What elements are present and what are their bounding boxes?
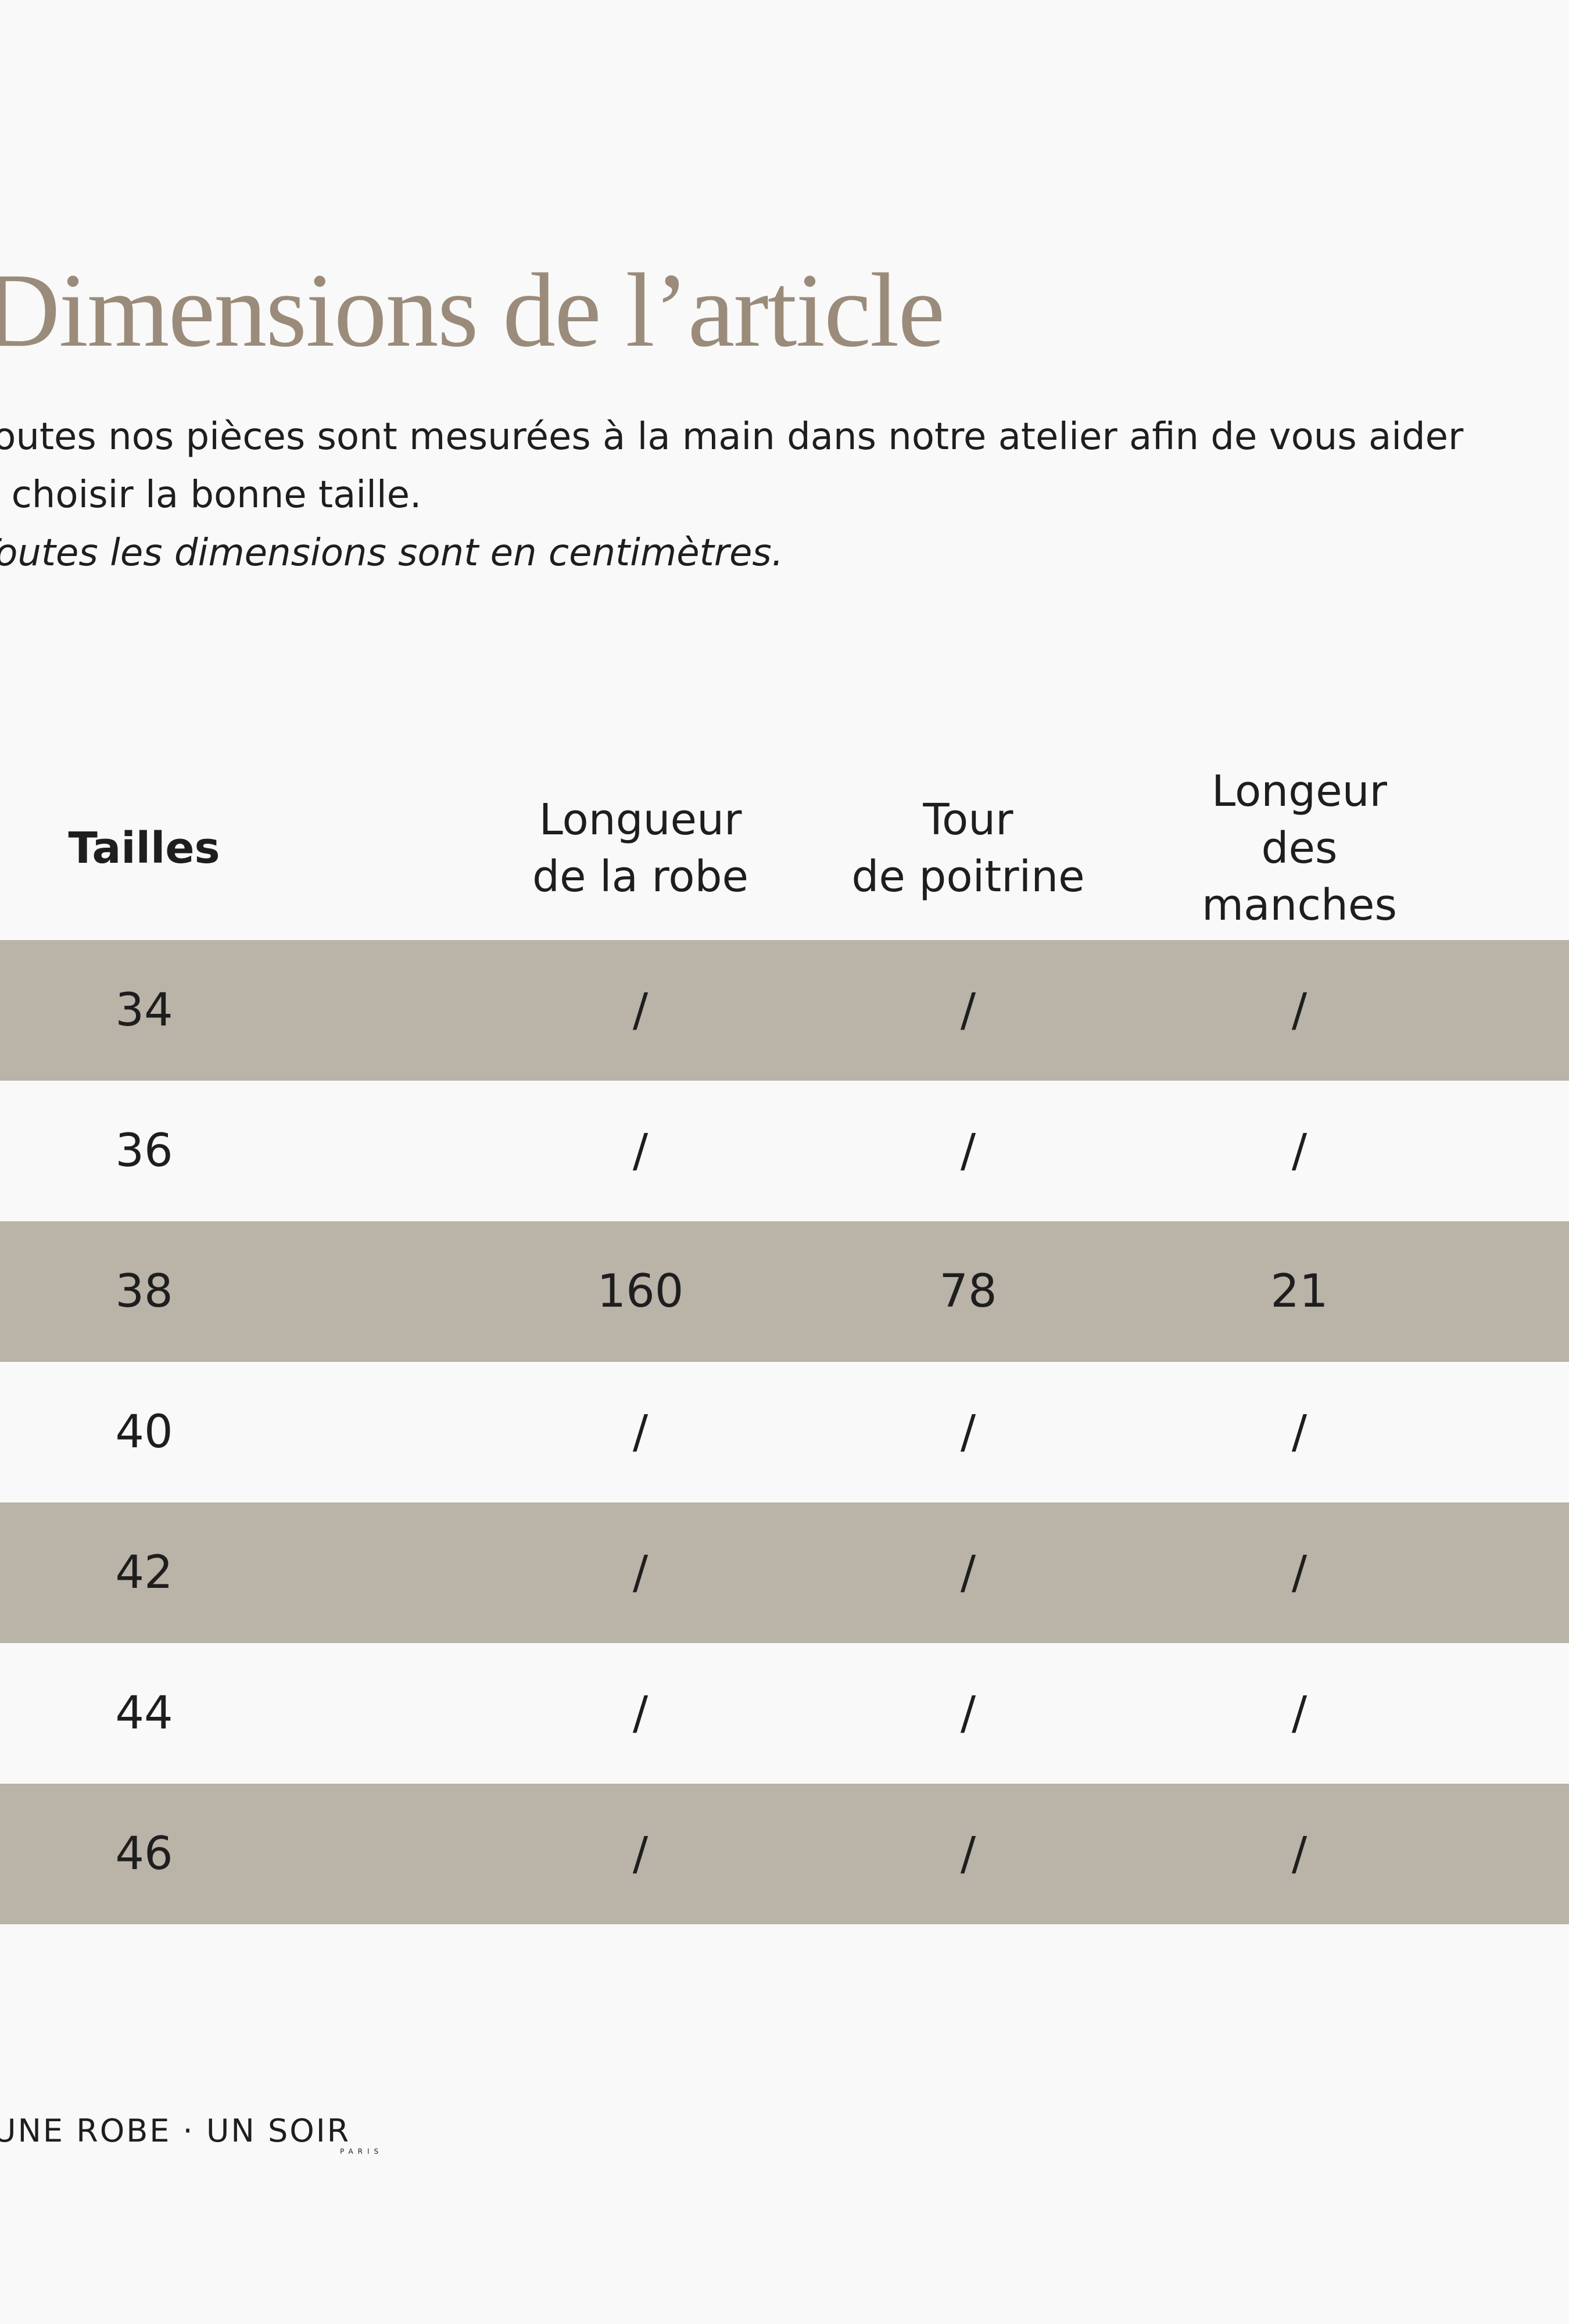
table-row — [0, 1221, 1569, 1362]
table-row — [0, 940, 1569, 1081]
table-cell: / — [632, 1828, 649, 1880]
column-header: Longeur des manches — [1202, 766, 1397, 930]
table-cell: / — [1291, 1125, 1308, 1177]
table-cell: 21 — [1270, 1265, 1328, 1318]
table-cell: / — [960, 984, 976, 1037]
table-cell: / — [1291, 1687, 1308, 1740]
table-cell: / — [960, 1687, 976, 1740]
column-header: Tour de poitrine — [851, 795, 1085, 902]
table-cell: 46 — [115, 1828, 173, 1880]
table-cell: 44 — [115, 1687, 173, 1740]
table-cell: / — [1291, 1406, 1308, 1458]
column-header: Tailles — [68, 823, 220, 873]
table-cell: 160 — [597, 1265, 684, 1318]
table-cell: / — [632, 1547, 649, 1599]
table-row — [0, 1362, 1569, 1502]
table-cell: / — [960, 1125, 976, 1177]
table-row — [0, 1502, 1569, 1643]
table-cell: 38 — [115, 1265, 173, 1318]
column-header: Longueur de la robe — [532, 795, 749, 902]
table-cell: / — [632, 1406, 649, 1458]
table-cell: / — [1291, 1547, 1308, 1599]
table-cell: 40 — [115, 1406, 173, 1458]
table-cell: / — [632, 1687, 649, 1740]
table-cell: 36 — [115, 1125, 173, 1177]
table-cell: 34 — [115, 984, 173, 1037]
logo: UNE ROBE · UN SOIR — [0, 2113, 351, 2149]
table-cell: / — [632, 1125, 649, 1177]
note: Toutes les dimensions sont en centimètre… — [0, 532, 784, 575]
table-cell: 42 — [115, 1547, 173, 1599]
table-cell: / — [1291, 1828, 1308, 1880]
table-cell: / — [960, 1828, 976, 1880]
table-row — [0, 1784, 1569, 1924]
title: Dimensions de l’article — [0, 252, 945, 369]
table-cell: / — [632, 984, 649, 1037]
intro-line: Toutes nos pièces sont mesurées à la mai… — [0, 415, 1464, 458]
table-row — [0, 1081, 1569, 1221]
table-cell: / — [960, 1547, 976, 1599]
table-cell: 78 — [939, 1265, 997, 1318]
logo-sub: PARIS — [340, 2147, 384, 2156]
table-cell: / — [1291, 984, 1308, 1037]
intro-line: à choisir la bonne taille. — [0, 474, 422, 517]
table-row — [0, 1643, 1569, 1784]
table-cell: / — [960, 1406, 976, 1458]
